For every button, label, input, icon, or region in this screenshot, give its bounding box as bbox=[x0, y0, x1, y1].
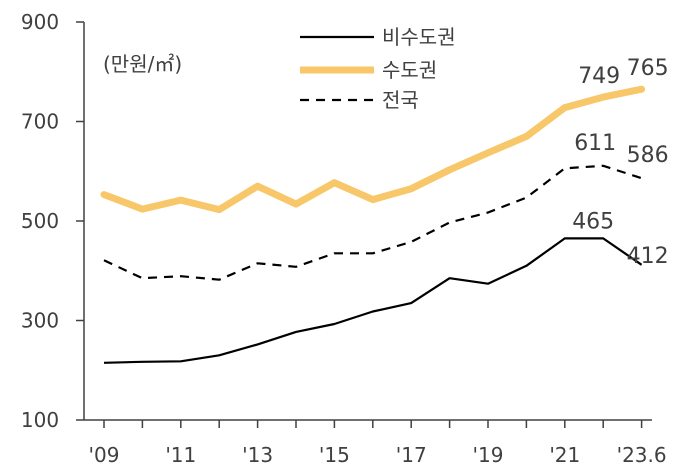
x-tick-label: '23.6 bbox=[617, 443, 667, 467]
legend-label: 수도권 bbox=[382, 58, 437, 82]
legend-label: 비수도권 bbox=[382, 25, 456, 49]
data-label: 749 bbox=[578, 64, 620, 89]
y-tick-label: 700 bbox=[21, 110, 59, 134]
data-label: 586 bbox=[627, 143, 669, 168]
legend-label: 전국 bbox=[382, 88, 419, 112]
x-tick-label: '09 bbox=[89, 443, 120, 467]
x-tick-label: '19 bbox=[473, 443, 504, 467]
y-tick-label: 100 bbox=[21, 408, 59, 432]
y-tick-label: 900 bbox=[21, 10, 59, 34]
x-tick-label: '21 bbox=[549, 443, 580, 467]
x-tick-label: '11 bbox=[165, 443, 196, 467]
series-line-1 bbox=[100, 85, 646, 214]
series-line-2 bbox=[103, 164, 642, 281]
x-tick-label: '13 bbox=[242, 443, 273, 467]
x-tick-label: '15 bbox=[319, 443, 350, 467]
data-label: 765 bbox=[627, 56, 669, 81]
y-tick-label: 300 bbox=[21, 309, 59, 333]
plot-area: 100 300 500 700 900 '09 '11 '13 '15 '17 '19 '21 '23.… bbox=[21, 10, 669, 467]
data-label: 465 bbox=[572, 209, 614, 234]
data-label: 611 bbox=[574, 131, 616, 156]
unit-label: (만원/㎡) bbox=[103, 52, 182, 76]
x-tick-label: '17 bbox=[396, 443, 427, 467]
series-line-0 bbox=[103, 237, 643, 364]
y-tick-label: 500 bbox=[21, 209, 59, 233]
data-label: 412 bbox=[627, 244, 669, 269]
